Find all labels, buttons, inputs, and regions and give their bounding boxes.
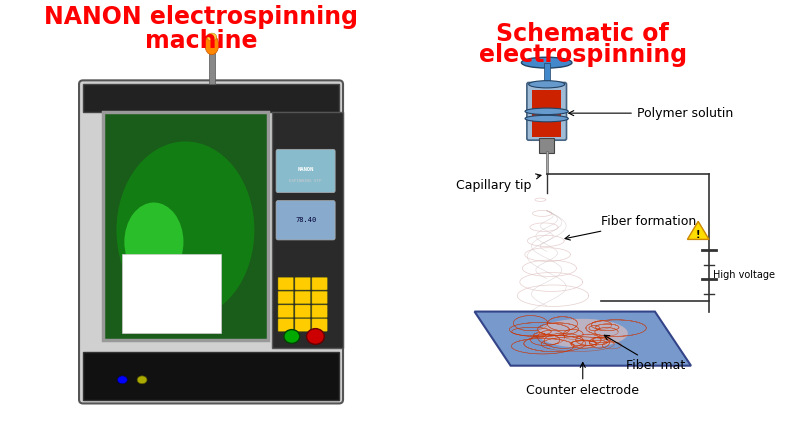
Ellipse shape [205, 35, 219, 55]
FancyBboxPatch shape [312, 305, 327, 318]
Text: 78.40: 78.40 [295, 217, 316, 223]
FancyBboxPatch shape [278, 319, 294, 331]
Ellipse shape [118, 376, 127, 384]
Bar [209, 53, 215, 84]
FancyBboxPatch shape [278, 277, 294, 290]
FancyBboxPatch shape [278, 305, 294, 318]
Ellipse shape [117, 141, 254, 319]
Bar [83, 352, 339, 400]
FancyBboxPatch shape [295, 319, 310, 331]
Bar [540, 138, 554, 153]
Text: ESPINNING STP: ESPINNING STP [290, 179, 322, 183]
Bar [533, 90, 561, 137]
FancyBboxPatch shape [276, 200, 335, 240]
Polygon shape [474, 311, 691, 366]
Bar [272, 112, 343, 348]
FancyBboxPatch shape [79, 80, 343, 403]
Bar [546, 151, 548, 174]
FancyBboxPatch shape [527, 82, 567, 140]
Bar [103, 112, 268, 341]
Text: Schematic of: Schematic of [496, 22, 669, 46]
Ellipse shape [525, 115, 568, 122]
Polygon shape [687, 222, 709, 239]
Ellipse shape [125, 203, 184, 281]
FancyBboxPatch shape [312, 291, 327, 304]
Text: NANON electrospinning: NANON electrospinning [44, 5, 358, 29]
Ellipse shape [284, 330, 300, 344]
FancyBboxPatch shape [278, 291, 294, 304]
FancyBboxPatch shape [312, 277, 327, 290]
Text: Fiber formation: Fiber formation [565, 215, 696, 240]
FancyBboxPatch shape [312, 319, 327, 331]
Text: machine: machine [145, 29, 257, 53]
Text: Polymer solutin: Polymer solutin [569, 107, 733, 120]
Ellipse shape [529, 81, 565, 88]
FancyBboxPatch shape [295, 277, 310, 290]
Bar [122, 254, 221, 333]
FancyBboxPatch shape [295, 305, 310, 318]
Bar [83, 84, 339, 112]
Ellipse shape [307, 329, 324, 344]
Text: electrospinning: electrospinning [479, 43, 686, 68]
FancyBboxPatch shape [295, 291, 310, 304]
Text: !: ! [696, 230, 701, 240]
Ellipse shape [207, 33, 217, 41]
Text: Capillary tip: Capillary tip [457, 174, 541, 192]
Text: NANON: NANON [297, 167, 314, 171]
Ellipse shape [537, 319, 628, 348]
Ellipse shape [137, 376, 147, 384]
Text: Counter electrode: Counter electrode [526, 362, 639, 398]
Bar [544, 62, 550, 84]
Text: Fiber mat: Fiber mat [604, 335, 686, 372]
Bar [103, 112, 268, 341]
Text: High voltage: High voltage [712, 271, 775, 281]
Ellipse shape [525, 108, 568, 115]
Ellipse shape [522, 57, 572, 68]
FancyBboxPatch shape [276, 149, 335, 193]
